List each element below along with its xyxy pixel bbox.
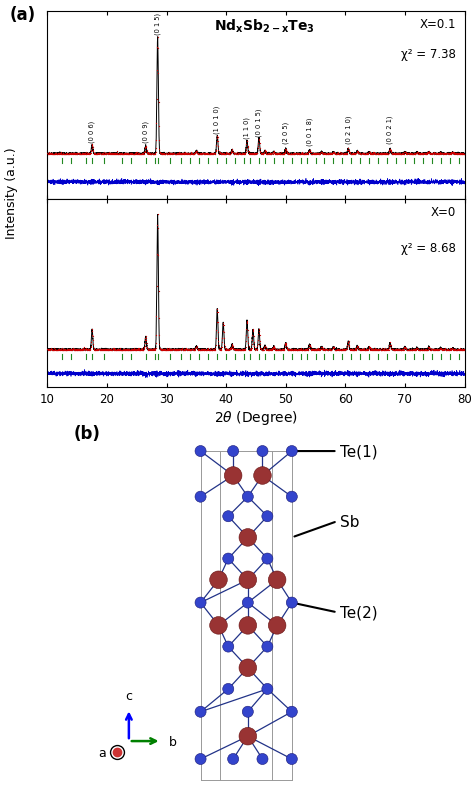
- Circle shape: [262, 642, 273, 652]
- Circle shape: [242, 492, 254, 503]
- Text: Te(2): Te(2): [340, 605, 378, 620]
- Circle shape: [210, 617, 228, 634]
- Circle shape: [262, 553, 273, 565]
- Circle shape: [239, 571, 256, 589]
- Circle shape: [223, 642, 234, 652]
- Circle shape: [195, 754, 206, 764]
- Circle shape: [228, 754, 239, 764]
- Circle shape: [268, 617, 286, 634]
- Text: Intensity (a.u.): Intensity (a.u.): [5, 147, 18, 238]
- Circle shape: [286, 446, 297, 457]
- Circle shape: [239, 617, 256, 634]
- Text: (1 1 0): (1 1 0): [244, 117, 250, 139]
- Text: c: c: [126, 689, 132, 702]
- Text: (0 0 6): (0 0 6): [89, 121, 95, 143]
- Text: (0 0 2 1): (0 0 2 1): [387, 115, 393, 144]
- Circle shape: [195, 492, 206, 503]
- Circle shape: [286, 754, 297, 764]
- Circle shape: [257, 754, 268, 764]
- Circle shape: [210, 571, 228, 589]
- Text: (0 0 1 8): (0 0 1 8): [306, 117, 313, 145]
- Circle shape: [239, 659, 256, 677]
- Text: (0 0 1 5): (0 0 1 5): [255, 108, 262, 136]
- Circle shape: [223, 511, 234, 522]
- Circle shape: [242, 707, 254, 718]
- Circle shape: [262, 683, 273, 695]
- Text: (a): (a): [10, 6, 36, 24]
- Text: χ² = 7.38: χ² = 7.38: [401, 48, 456, 61]
- Text: (2 0 5): (2 0 5): [283, 122, 289, 144]
- Text: b: b: [169, 735, 176, 747]
- Text: X=0.1: X=0.1: [419, 18, 456, 30]
- Text: $\mathbf{Nd_xSb_{2-x}Te_3}$: $\mathbf{Nd_xSb_{2-x}Te_3}$: [214, 18, 315, 35]
- Circle shape: [239, 727, 256, 745]
- Circle shape: [195, 446, 206, 457]
- Circle shape: [223, 683, 234, 695]
- Text: (1 0 1 0): (1 0 1 0): [214, 106, 220, 134]
- Circle shape: [223, 553, 234, 565]
- Text: (0 1 5): (0 1 5): [155, 14, 161, 35]
- Text: (b): (b): [73, 425, 100, 443]
- Text: χ² = 8.68: χ² = 8.68: [401, 241, 456, 254]
- Circle shape: [286, 707, 297, 718]
- Text: (0 0 9): (0 0 9): [143, 121, 149, 143]
- Circle shape: [262, 511, 273, 522]
- Circle shape: [254, 467, 271, 484]
- Text: Te(1): Te(1): [340, 444, 378, 459]
- Text: Sb: Sb: [340, 514, 360, 529]
- X-axis label: 2$\theta$ (Degree): 2$\theta$ (Degree): [214, 408, 298, 427]
- Circle shape: [224, 467, 242, 484]
- Text: (0 2 1 0): (0 2 1 0): [345, 115, 352, 144]
- Circle shape: [195, 597, 206, 609]
- Circle shape: [286, 597, 297, 609]
- Circle shape: [257, 446, 268, 457]
- Circle shape: [195, 707, 206, 718]
- Circle shape: [268, 571, 286, 589]
- Circle shape: [286, 492, 297, 503]
- Text: a: a: [98, 746, 106, 759]
- Circle shape: [228, 446, 239, 457]
- Circle shape: [239, 529, 256, 546]
- Text: X=0: X=0: [431, 205, 456, 219]
- Circle shape: [242, 597, 254, 609]
